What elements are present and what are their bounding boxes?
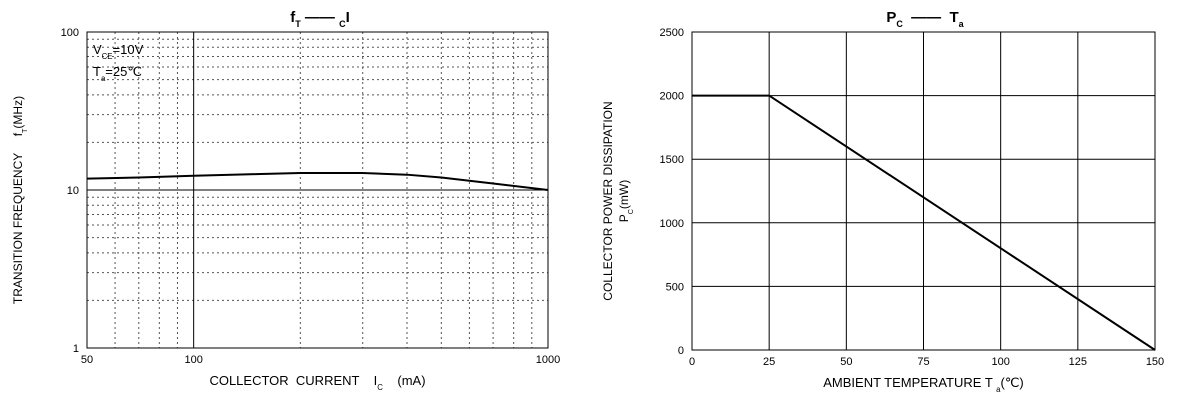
chart-title-part: —— [301,9,339,26]
chart-title: PC —— Ta [886,9,964,29]
chart-title-part: a [959,19,965,29]
chart-title-part: f [290,9,296,26]
x-tick-label: 50 [840,356,852,368]
x-tick-label: 100 [184,354,202,366]
x-tick-label: 125 [1069,356,1087,368]
chart-title-part: I [346,9,350,26]
annotation-part: a [101,74,106,83]
x-tick-label: 0 [689,356,695,368]
annotation: Ta=25℃ [93,64,142,83]
y-tick-label: 1500 [660,154,684,166]
chart-title-part: P [886,9,896,26]
annotation-part: =25℃ [105,64,142,79]
y-tick-label: 2500 [660,27,684,39]
chart-title-part: C [339,19,346,29]
annotation-part: CE [102,52,113,61]
y-axis-label-part: P [617,214,631,222]
y-tick-label: 500 [666,281,684,293]
chart-title-part: T [295,19,301,29]
annotation: VCE=10V [93,42,144,61]
x-tick-label: 25 [763,356,775,368]
x-axis-label-part: C [377,383,383,392]
y-axis-label: PC(mW) [617,180,635,223]
x-tick-label: 100 [991,356,1009,368]
y-tick-label: 1 [73,343,79,355]
x-axis-label: COLLECTOR CURRENT IC (mA) [209,373,425,392]
data-line [86,172,549,191]
y-tick-label: 10 [67,185,79,197]
y-axis-label-part: COLLECTOR POWER DISSIPATION [601,101,615,300]
annotation-part: T [93,64,101,79]
annotation-part: =10V [113,42,144,57]
y-axis-label-part: T [20,128,29,133]
data-line [692,94,1156,351]
x-tick-label: 1000 [536,354,560,366]
y-axis-label-part: C [626,209,635,214]
chart-title: fT —— CI [290,9,350,29]
x-tick-label: 75 [917,356,929,368]
x-tick-label: 150 [1146,356,1164,368]
y-axis-label: COLLECTOR POWER DISSIPATION [601,101,615,300]
y-axis-label: TRANSITION FREQUENCY fT(MHz) [11,96,29,304]
y-tick-label: 1000 [660,218,684,230]
y-tick-label: 2000 [660,91,684,103]
x-axis-label-part: (℃) [1000,375,1023,390]
x-tick-label: 50 [81,354,93,366]
x-axis-label: AMBIENT TEMPERATURE T a(℃) [823,375,1024,394]
y-tick-label: 0 [678,345,684,357]
y-axis-label-part: (MHz) [11,96,25,129]
y-axis-label-part: TRANSITION FREQUENCY f [11,132,25,304]
y-axis-label-part: (mW) [617,180,631,209]
chart-title-part: C [896,19,903,29]
annotation-part: V [93,42,102,57]
y-tick-label: 100 [61,27,79,39]
x-axis-label-part: COLLECTOR CURRENT I [209,373,377,388]
x-axis-label-part: a [996,385,1001,394]
chart-title-part: —— T [903,9,959,26]
x-axis-label-part: (mA) [383,373,426,388]
x-axis-label-part: AMBIENT TEMPERATURE T [823,375,996,390]
